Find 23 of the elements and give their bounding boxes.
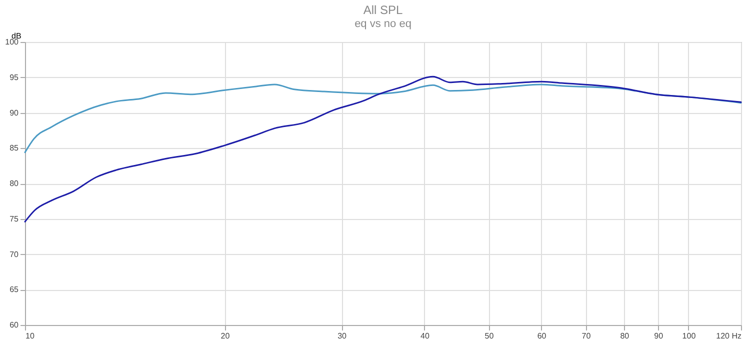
y-tick-label: 80 (10, 179, 20, 188)
x-tick-label: 10 (26, 332, 35, 340)
x-tick-label: 30 (338, 332, 348, 340)
x-tick-label: 20 (220, 332, 230, 340)
x-tick-label: 50 (484, 332, 494, 340)
chart-title: All SPL (363, 3, 403, 17)
x-tick-label: 60 (537, 332, 547, 340)
y-tick-label: 65 (10, 285, 20, 294)
y-tick-label: 85 (10, 144, 20, 153)
y-tick-label: 100 (5, 38, 20, 46)
x-tick-label: 90 (654, 332, 664, 340)
x-tick-label: 70 (582, 332, 592, 340)
x-tick-label: 100 (682, 332, 696, 340)
y-axis-title: dB (12, 32, 22, 40)
y-tick-label: 90 (10, 108, 20, 118)
y-tick-label: 60 (10, 320, 20, 330)
x-tick-label: 120 Hz (716, 332, 742, 340)
chart-subtitle: eq vs no eq (354, 18, 412, 30)
y-tick-label: 70 (10, 250, 20, 259)
y-tick-label: 95 (10, 72, 20, 82)
x-tick-label: 80 (620, 332, 630, 340)
x-tick-label: 40 (420, 332, 430, 340)
y-tick-label: 75 (10, 214, 20, 224)
